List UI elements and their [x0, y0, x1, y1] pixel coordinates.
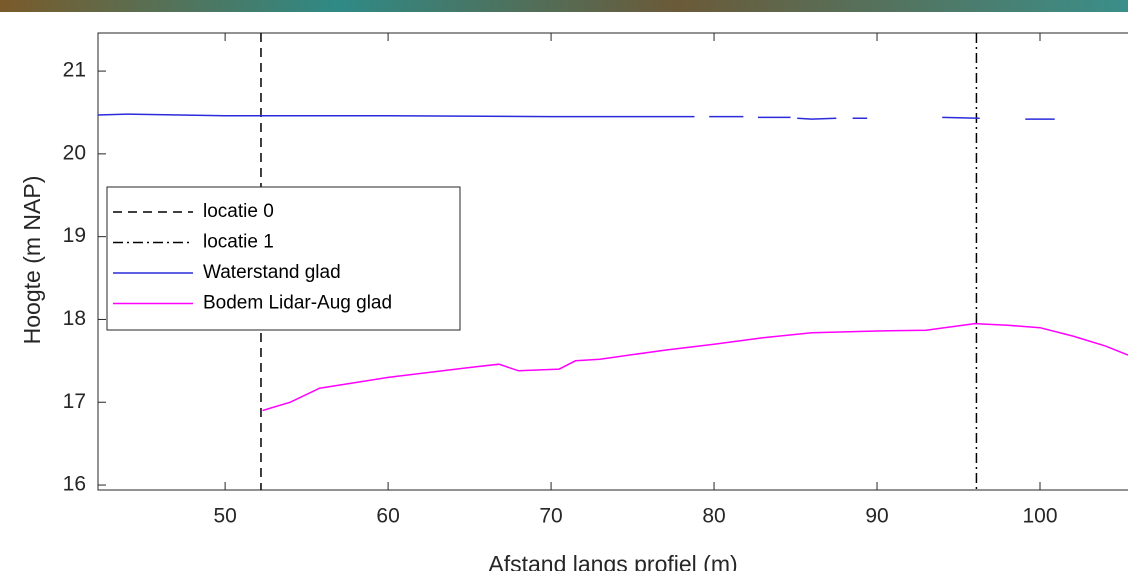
- map-strip: [0, 0, 1128, 12]
- legend: locatie 0 locatie 1 Waterstand glad Bodem L…: [107, 187, 460, 330]
- y-tick-label: 16: [63, 473, 86, 496]
- x-tick-label: 100: [1022, 505, 1057, 528]
- y-axis-label: Hoogte (m NAP): [19, 176, 45, 345]
- legend-label: locatie 0: [203, 201, 274, 222]
- legend-label: Waterstand glad: [203, 262, 341, 283]
- y-tick-label: 21: [63, 59, 86, 82]
- x-tick-label: 90: [865, 505, 888, 528]
- x-tick-label: 70: [539, 505, 562, 528]
- legend-label: locatie 1: [203, 232, 274, 253]
- x-tick-label: 60: [376, 505, 399, 528]
- x-tick-label: 50: [213, 505, 236, 528]
- x-tick-label: 80: [702, 505, 725, 528]
- legend-label: Bodem Lidar-Aug glad: [203, 293, 392, 314]
- y-tick-label: 19: [63, 224, 86, 247]
- x-axis-label: Afstand langs profiel (m): [488, 551, 737, 571]
- y-tick-label: 17: [63, 390, 86, 413]
- y-tick-label: 18: [63, 307, 86, 330]
- chart: Afstand langs profiel (m) Hoogte (m NAP)…: [0, 0, 1128, 571]
- y-tick-label: 20: [63, 141, 86, 164]
